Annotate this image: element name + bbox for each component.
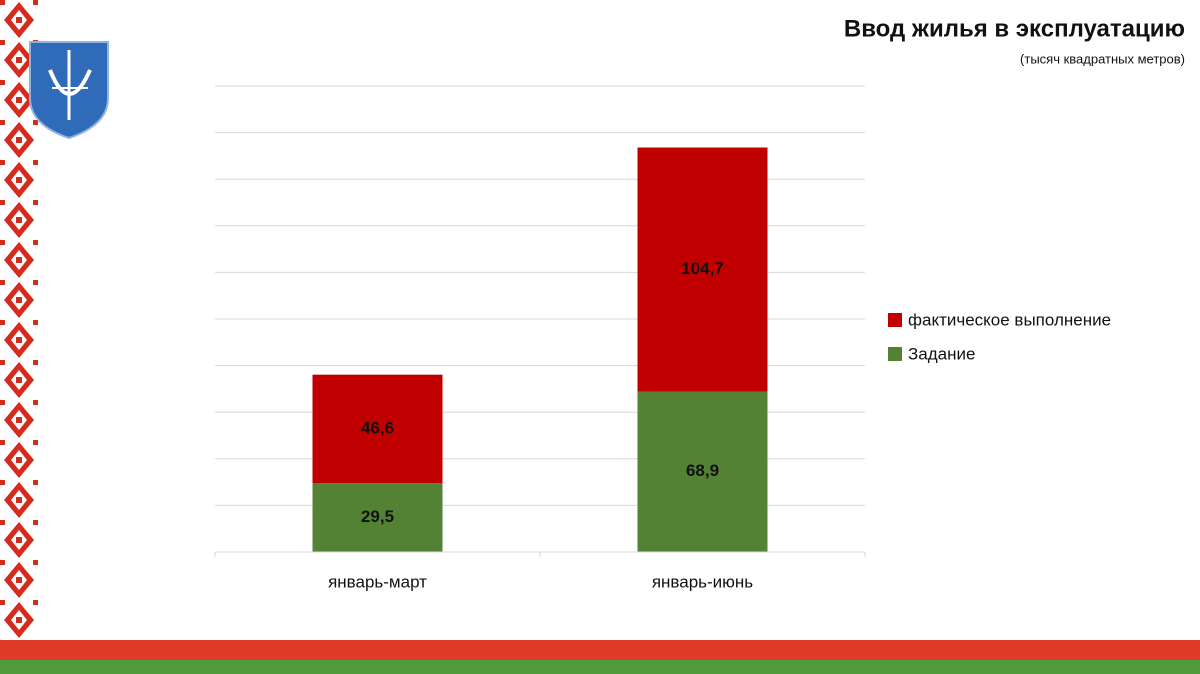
- plot: 29,5 46,6 январь-март 68,9 104,7 январь-июнь ф…: [214, 85, 1111, 591]
- data-label: 46,6: [361, 418, 394, 437]
- x-tick-label: январь-июнь: [652, 572, 753, 591]
- bar-segment: [312, 483, 443, 552]
- legend-label: фактическое выполнение: [908, 310, 1111, 329]
- bottom-red-stripe: [0, 640, 1200, 660]
- data-label: 68,9: [686, 461, 719, 480]
- bar-segment: [637, 147, 768, 392]
- bar-segment: [637, 391, 768, 552]
- chart-title: Ввод жилья в эксплуатацию: [844, 15, 1185, 42]
- chart-subtitle: (тысяч квадратных метров): [1020, 51, 1185, 66]
- bottom-green-stripe: [0, 660, 1200, 674]
- legend-label: Задание: [908, 344, 975, 363]
- data-label: 29,5: [361, 507, 394, 526]
- legend-swatch: [888, 313, 902, 327]
- bar-segment: [312, 374, 443, 484]
- legend-swatch: [888, 347, 902, 361]
- emblem: [29, 41, 109, 140]
- data-label: 104,7: [681, 259, 724, 278]
- x-tick-label: январь-март: [328, 572, 427, 591]
